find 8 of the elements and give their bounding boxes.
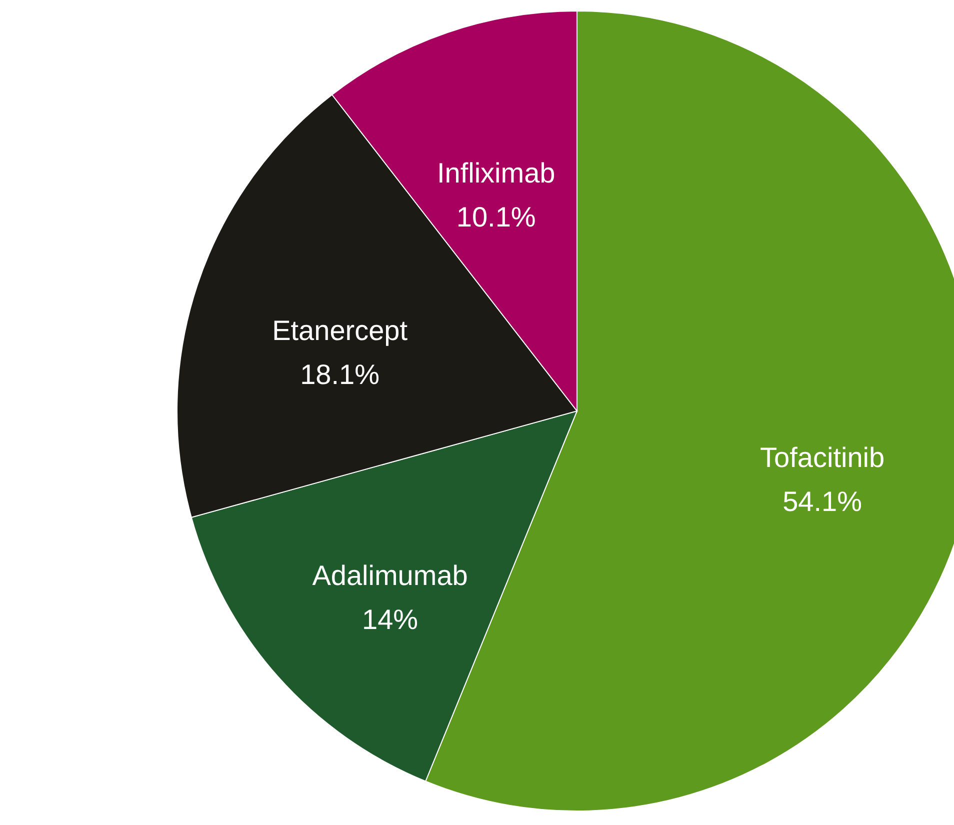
slice-label: Adalimumab <box>312 560 468 591</box>
data-label: 10.1% <box>456 201 536 232</box>
data-label: 18.1% <box>300 359 380 390</box>
slice-label: Etanercept <box>272 315 408 346</box>
data-label: 54.1% <box>782 486 862 518</box>
slice-label: Infliximab <box>436 157 556 188</box>
slice-label: Tofacitinib <box>760 442 885 474</box>
data-label: 14% <box>362 604 418 635</box>
